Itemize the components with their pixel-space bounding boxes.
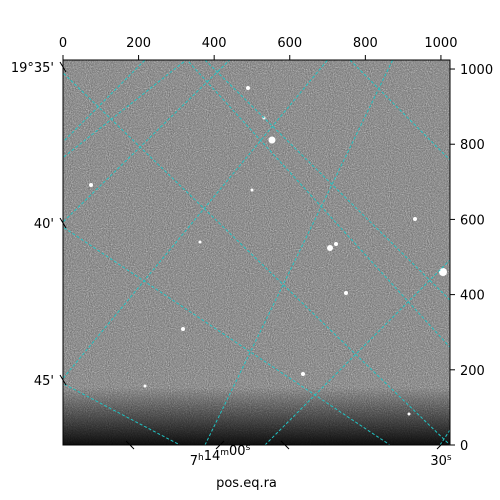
left-tick-label: 40' bbox=[34, 217, 54, 232]
grid-line bbox=[63, 60, 187, 159]
right-tick-label: 600 bbox=[460, 213, 485, 228]
bottom-minor-tick bbox=[280, 440, 290, 450]
star bbox=[439, 268, 447, 276]
right-tick-label: 800 bbox=[460, 138, 485, 153]
star bbox=[344, 291, 348, 295]
bottom-tick-label: 30s bbox=[430, 453, 452, 469]
left-tick-label: 45' bbox=[34, 374, 54, 389]
star bbox=[181, 327, 185, 331]
bottom-tick bbox=[215, 440, 225, 450]
left-tick bbox=[59, 374, 67, 386]
top-tick-label: 200 bbox=[126, 36, 151, 51]
left-tick-label: 19°35' bbox=[11, 61, 54, 76]
right-tick-label: 0 bbox=[460, 439, 468, 454]
star bbox=[89, 183, 93, 187]
left-tick bbox=[59, 217, 67, 229]
top-tick-label: 1000 bbox=[424, 36, 457, 51]
grid-line bbox=[264, 259, 450, 445]
star bbox=[246, 86, 250, 90]
star bbox=[413, 217, 417, 221]
image-edge-shading bbox=[63, 60, 450, 445]
top-tick-label: 600 bbox=[277, 36, 302, 51]
star bbox=[143, 384, 147, 388]
bottom-tick-label: 7h14m00s bbox=[190, 443, 251, 469]
grid-line bbox=[349, 60, 450, 161]
right-tick-label: 1000 bbox=[460, 63, 493, 78]
sky-image bbox=[63, 60, 450, 445]
left-tick bbox=[59, 61, 67, 73]
star bbox=[327, 245, 333, 251]
star bbox=[334, 242, 338, 246]
star bbox=[407, 412, 411, 416]
x-axis-label: pos.eq.ra bbox=[216, 476, 277, 491]
grid-line bbox=[204, 60, 394, 445]
grid-line bbox=[186, 60, 450, 348]
star bbox=[250, 188, 254, 192]
grid-line bbox=[63, 226, 391, 445]
grid-line bbox=[63, 383, 181, 445]
right-tick-label: 200 bbox=[460, 364, 485, 379]
star bbox=[301, 372, 305, 376]
grid-line bbox=[439, 429, 450, 445]
top-tick-label: 0 bbox=[59, 36, 67, 51]
grid-line bbox=[63, 72, 450, 445]
coordinate-grid bbox=[63, 60, 450, 445]
bottom-minor-tick bbox=[125, 440, 135, 450]
top-tick-label: 800 bbox=[353, 36, 378, 51]
grid-line bbox=[204, 60, 450, 301]
star bbox=[268, 136, 276, 144]
grid-line bbox=[63, 60, 329, 380]
bottom-tick bbox=[436, 440, 446, 450]
axes: 0 200 400 600 800 1000 0 200 400 600 800 1000 19°35'… bbox=[11, 36, 493, 491]
star bbox=[198, 240, 202, 244]
top-tick-label: 400 bbox=[202, 36, 227, 51]
grid-line bbox=[63, 60, 146, 143]
plot-border bbox=[62, 59, 451, 446]
grid-line bbox=[63, 60, 231, 223]
right-tick-label: 400 bbox=[460, 289, 485, 304]
